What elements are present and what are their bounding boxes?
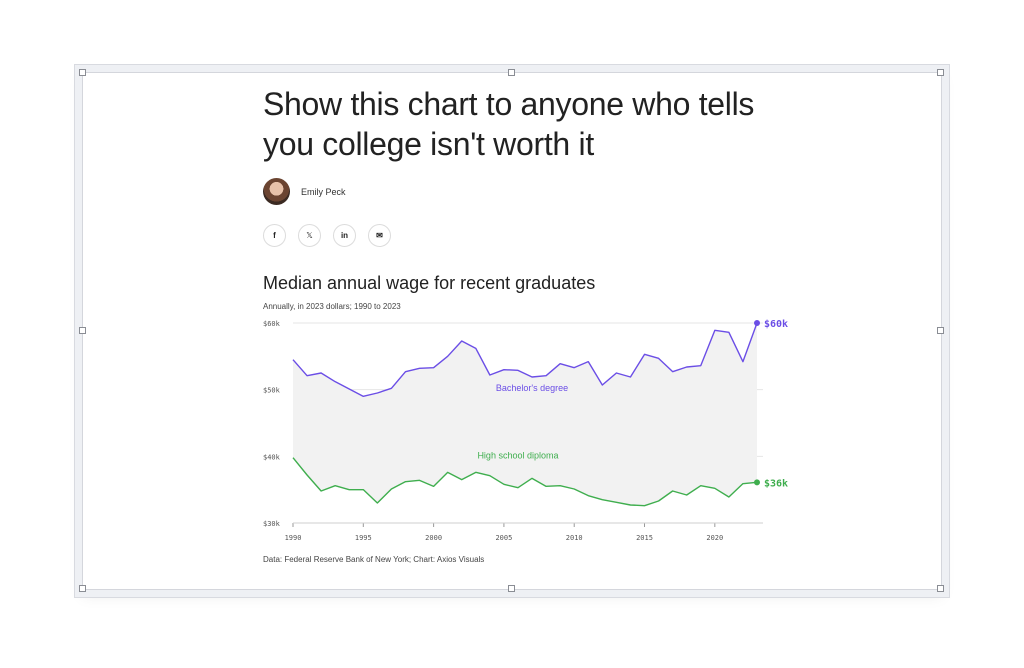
x-tick-label: 2005 xyxy=(495,534,512,542)
article-headline: Show this chart to anyone who tells you … xyxy=(263,84,803,164)
linkedin-icon[interactable]: in xyxy=(333,224,356,247)
y-tick-label: $30k xyxy=(263,520,281,528)
chart-subtitle: Annually, in 2023 dollars; 1990 to 2023 xyxy=(263,302,401,311)
resize-handle-top[interactable] xyxy=(508,69,515,76)
y-tick-label: $40k xyxy=(263,453,281,461)
byline: Emily Peck xyxy=(263,178,346,205)
high-school-end-label: $36k xyxy=(764,478,788,489)
bachelors-end-point xyxy=(754,320,760,326)
x-tick-label: 1995 xyxy=(355,534,372,542)
headline-line-2: you college isn't worth it xyxy=(263,126,594,162)
headline-line-1: Show this chart to anyone who tells xyxy=(263,86,755,122)
share-bar: f 𝕏 in ✉ xyxy=(263,224,391,247)
bachelors-line xyxy=(292,322,758,398)
x-tick-label: 1990 xyxy=(285,534,302,542)
author-name[interactable]: Emily Peck xyxy=(301,186,346,197)
resize-handle-top-left[interactable] xyxy=(79,69,86,76)
wage-gap-area xyxy=(293,323,757,506)
resize-handle-bottom-right[interactable] xyxy=(937,585,944,592)
chart-source: Data: Federal Reserve Bank of New York; … xyxy=(263,555,485,564)
y-tick-label: $60k xyxy=(263,320,281,328)
image-frame xyxy=(82,72,942,590)
y-tick-label: $50k xyxy=(263,387,281,395)
article-header: Show this chart to anyone who tells you … xyxy=(263,84,803,164)
author-avatar[interactable] xyxy=(263,178,290,205)
resize-handle-bottom-left[interactable] xyxy=(79,585,86,592)
email-icon[interactable]: ✉ xyxy=(368,224,391,247)
high-school-line xyxy=(292,457,758,507)
high-school-series-label: High school diploma xyxy=(477,450,558,460)
x-tick-label: 2010 xyxy=(566,534,583,542)
high-school-end-point xyxy=(754,479,760,486)
facebook-icon[interactable]: f xyxy=(263,224,286,247)
bachelors-end-label: $60k xyxy=(764,319,788,330)
chart-title: Median annual wage for recent graduates xyxy=(263,273,596,293)
x-tick-label: 2015 xyxy=(636,534,653,542)
resize-handle-left[interactable] xyxy=(79,327,86,334)
resize-handle-right[interactable] xyxy=(937,327,944,334)
x-icon[interactable]: 𝕏 xyxy=(298,224,321,247)
resize-handle-top-right[interactable] xyxy=(937,69,944,76)
x-tick-label: 2020 xyxy=(706,534,723,542)
x-tick-label: 2000 xyxy=(425,534,442,542)
bachelors-series-label: Bachelor's degree xyxy=(496,383,568,393)
resize-handle-bottom[interactable] xyxy=(508,585,515,592)
